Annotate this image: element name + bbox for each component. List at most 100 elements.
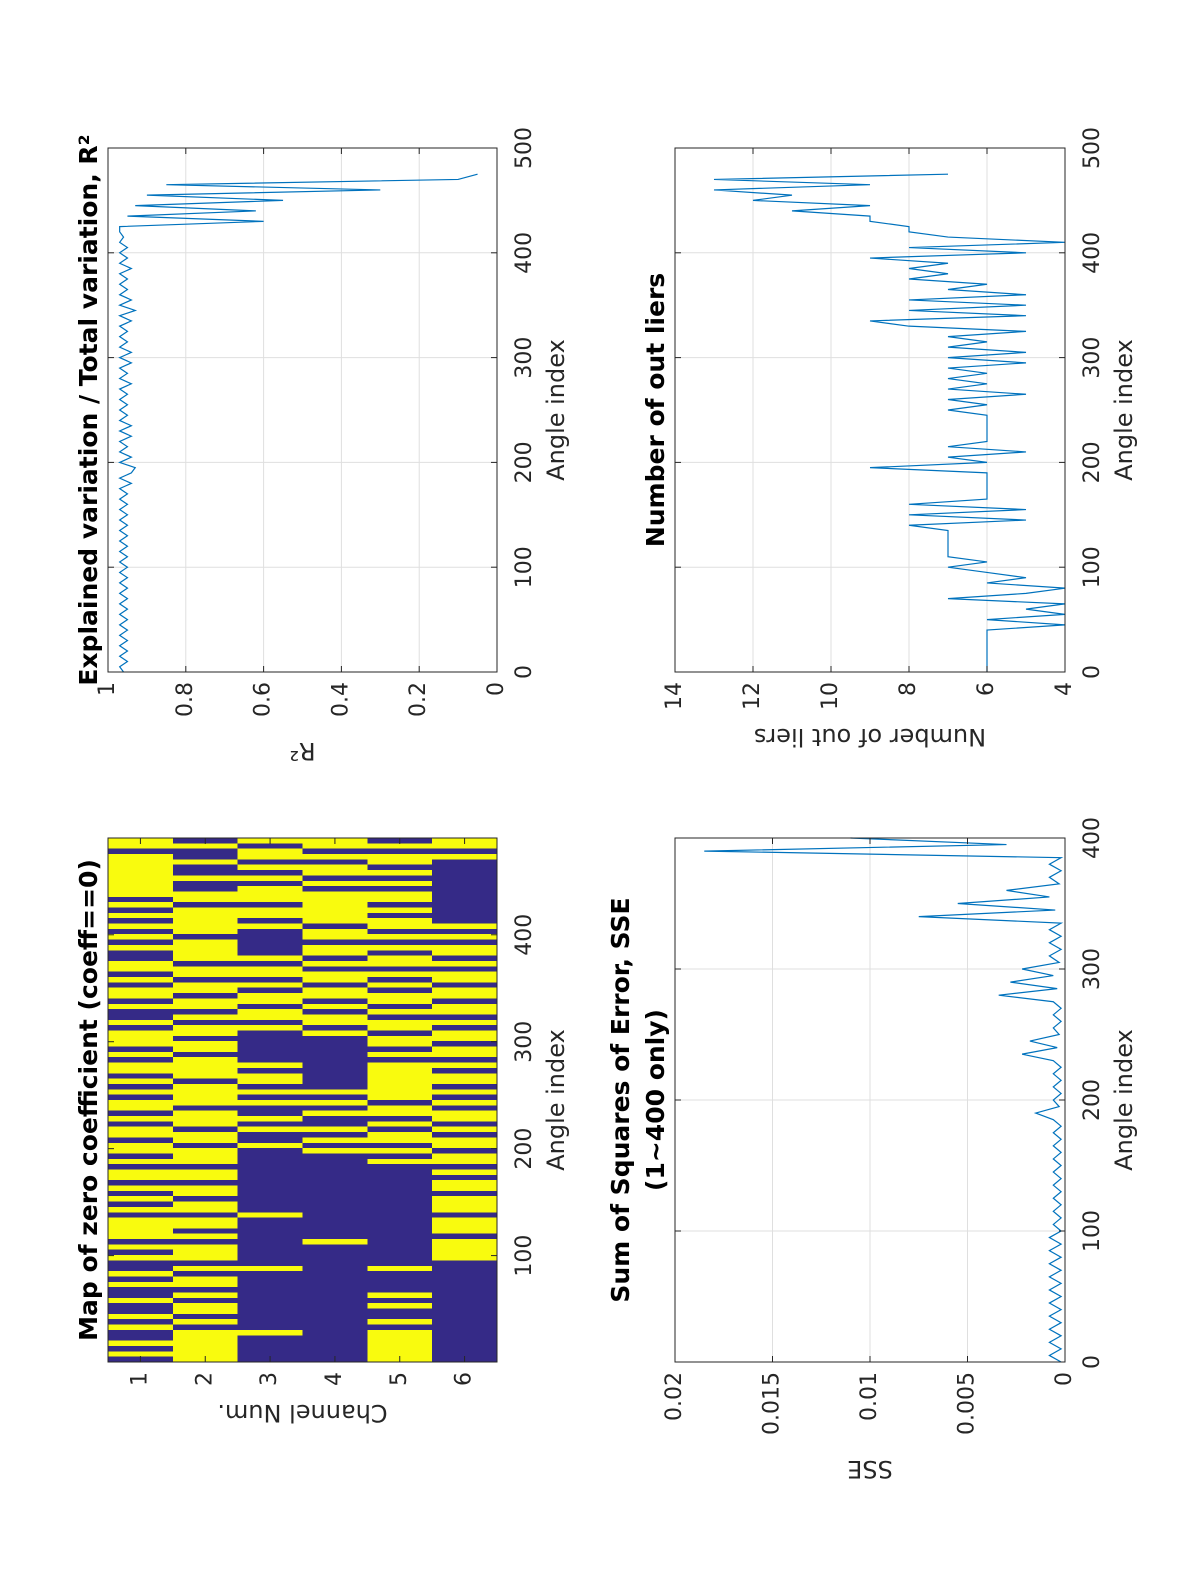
heatmap-cell <box>237 1174 303 1181</box>
heatmap-cell <box>108 1329 174 1336</box>
heatmap-cell <box>432 1152 498 1159</box>
heatmap-cell <box>237 1179 303 1186</box>
heatmap-cell <box>237 997 303 1004</box>
heatmap-cell <box>108 1142 174 1149</box>
axes-box <box>107 837 498 1363</box>
heatmap-cell <box>172 1291 238 1298</box>
heatmap-cell <box>302 906 368 913</box>
y-tick-label: 0 <box>1052 1372 1077 1386</box>
heatmap-cell <box>237 885 303 892</box>
heatmap-cell <box>367 1233 433 1240</box>
heatmap-cell <box>108 1168 174 1175</box>
heatmap-cell <box>302 1072 368 1079</box>
heatmap-cell <box>432 965 498 972</box>
heatmap-cell <box>237 1078 303 1084</box>
chart-title: Explained variation / Total variation, R… <box>74 134 103 685</box>
heatmap-cell <box>237 1200 303 1207</box>
heatmap-cell <box>172 1318 238 1325</box>
heatmap-cell <box>302 853 368 860</box>
heatmap-cell <box>367 1040 433 1047</box>
heatmap-cell <box>302 922 368 929</box>
x-tick-label: 0 <box>1080 665 1105 679</box>
heatmap-cell <box>108 1163 174 1170</box>
heatmap-cell <box>432 1029 498 1036</box>
heatmap-cell <box>302 971 368 978</box>
heatmap-cell <box>237 1275 303 1282</box>
heatmap-cell <box>237 1323 303 1330</box>
heatmap-cell <box>172 1174 238 1181</box>
heatmap-cell <box>108 1067 174 1074</box>
heatmap-cell <box>237 901 303 908</box>
heatmap-cell <box>172 944 238 951</box>
heatmap-cell <box>108 1307 174 1314</box>
heatmap-cell <box>172 1334 238 1341</box>
heatmap-cell <box>237 1238 303 1245</box>
heatmap-cell <box>108 1297 174 1304</box>
heatmap-cell <box>172 1254 238 1261</box>
heatmap-cell <box>432 1019 498 1026</box>
heatmap-cell <box>237 890 303 897</box>
heatmap-cell <box>172 1008 238 1015</box>
heatmap-cell <box>302 1350 368 1357</box>
heatmap-cell <box>172 1350 238 1357</box>
x-tick-label: 100 <box>1080 546 1105 588</box>
heatmap-cell <box>237 912 303 919</box>
heatmap-cell <box>237 1190 303 1197</box>
heatmap-cell <box>432 917 498 924</box>
heatmap-cell <box>432 976 498 983</box>
heatmap-cell <box>367 1013 433 1020</box>
heatmap-cell <box>302 1003 368 1010</box>
heatmap-cell <box>432 1040 498 1047</box>
heatmap-cell <box>432 1174 498 1181</box>
heatmap-cell <box>302 1254 368 1261</box>
heatmap-cell <box>367 853 433 860</box>
heatmap-cell <box>172 965 238 972</box>
heatmap-cell <box>237 1088 303 1095</box>
heatmap-cell <box>367 971 433 978</box>
heatmap-cell <box>302 1013 368 1020</box>
heatmap-cell <box>302 1099 368 1106</box>
y-tick-label: 10 <box>818 682 843 710</box>
heatmap-cell <box>432 1013 498 1020</box>
heatmap-cell <box>108 1094 174 1100</box>
heatmap-cell <box>172 1088 238 1095</box>
heatmap-cell <box>367 1083 433 1090</box>
y-tick-label: 0.01 <box>857 1372 882 1421</box>
heatmap-cell <box>432 955 498 961</box>
heatmap-cell <box>367 1334 433 1341</box>
x-tick-label: 200 <box>1080 441 1105 483</box>
heatmap-cell <box>108 1115 174 1122</box>
axes: 0 100 200 300 400 500 4 6 8 10 12 14 Angle index Numb… <box>641 127 1138 751</box>
x-tick-label: 400 <box>512 232 537 274</box>
heatmap-cell <box>108 896 174 903</box>
heatmap-cell <box>367 1136 433 1143</box>
heatmap-cell <box>302 885 368 892</box>
heatmap-cell <box>108 1291 174 1298</box>
heatmap-cell <box>367 1120 433 1127</box>
heatmap-cell <box>367 1035 433 1042</box>
heatmap-cell <box>237 1345 303 1352</box>
heatmap-cell <box>302 997 368 1004</box>
heatmap-cell <box>432 1024 498 1031</box>
heatmap-cell <box>108 933 174 940</box>
heatmap-cell <box>237 1270 303 1277</box>
heatmap-cell <box>432 1179 498 1186</box>
heatmap-cell <box>302 965 368 972</box>
heatmap-cell <box>432 1270 498 1277</box>
heatmap-cell <box>172 1019 238 1026</box>
heatmap-cell <box>432 1222 498 1229</box>
heatmap-cell <box>172 1233 238 1240</box>
heatmap-cell <box>108 1211 174 1218</box>
heatmap-cell <box>432 1238 498 1245</box>
heatmap-cell <box>108 1190 174 1197</box>
heatmap-cell <box>367 1281 433 1288</box>
heatmap-cell <box>302 1302 368 1309</box>
heatmap-cell <box>172 842 238 849</box>
heatmap-cell <box>367 938 433 945</box>
heatmap-cell <box>237 1104 303 1111</box>
x-tick-label: 200 <box>512 1128 537 1170</box>
heatmap-cell <box>172 1163 238 1170</box>
heatmap-cell <box>367 1318 433 1325</box>
heatmap-cell <box>108 944 174 951</box>
heatmap-cell <box>108 1206 174 1213</box>
